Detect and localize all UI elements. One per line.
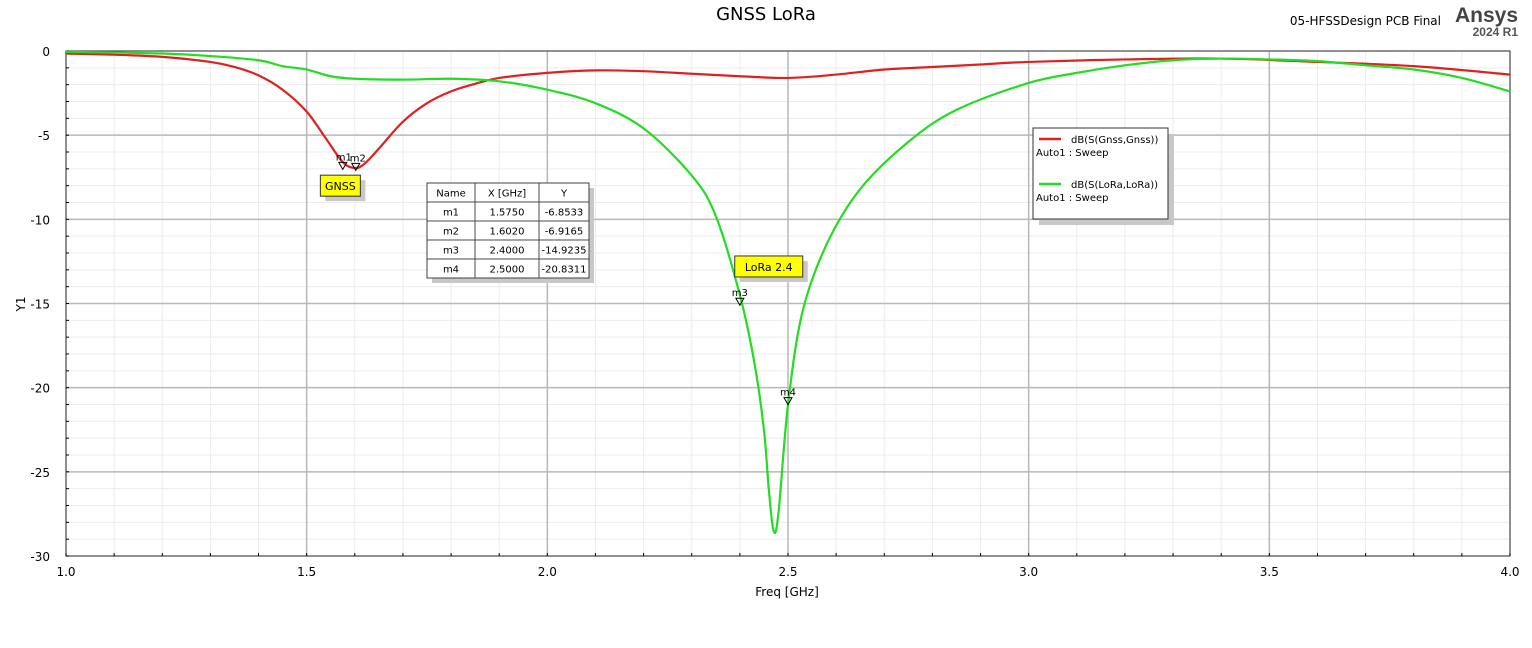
annotation-note-gnss[interactable]: GNSS [319, 174, 366, 202]
table-header-cell: Name [436, 189, 466, 200]
table-cell: -20.8311 [542, 265, 587, 276]
brand-logo: Ansys 2024 R1 [1455, 5, 1518, 38]
legend-entry-name: dB(S(Gnss,Gnss)) [1071, 135, 1158, 146]
marker-label-m2: m2 [350, 153, 366, 164]
y-axis-label: Y1 [14, 297, 28, 313]
marker-label-m1: m1 [336, 152, 352, 163]
marker-triangle-m3[interactable] [735, 297, 745, 307]
annotation-text: GNSS [325, 180, 356, 193]
table-header-cell: Y [560, 189, 568, 200]
table-cell: m2 [443, 227, 459, 238]
x-tick-label: 1.0 [56, 565, 75, 579]
table-cell: -6.9165 [545, 227, 584, 238]
table-cell: 2.5000 [490, 265, 525, 276]
table-cell: m3 [443, 246, 459, 257]
y-tick-label: -5 [38, 129, 50, 143]
y-tick-label: -15 [30, 298, 50, 312]
legend-entry-name: dB(S(LoRa,LoRa)) [1071, 180, 1158, 191]
y-tick-label: -25 [30, 466, 50, 480]
marker-label-m4: m4 [780, 388, 796, 399]
y-tick-label: 0 [42, 45, 50, 59]
marker-triangle-m2[interactable] [350, 162, 361, 172]
x-tick-label: 3.5 [1260, 565, 1279, 579]
x-tick-label: 2.0 [538, 565, 557, 579]
x-tick-label: 2.5 [778, 565, 797, 579]
legend[interactable]: dB(S(Gnss,Gnss)) Auto1 : Sweep dB(S(LoRa,L… [1032, 127, 1174, 225]
design-name: 05-HFSSDesign PCB Final [1289, 14, 1441, 28]
table-cell: m1 [443, 208, 459, 219]
annotation-box [734, 255, 804, 278]
table-cell: -14.9235 [542, 246, 587, 257]
table-frame [426, 182, 590, 279]
annotations: GNSS LoRa 2.4 [319, 174, 808, 282]
axes: 1.0 1.5 2.0 2.5 3.0 3.5 4.0 0 -5 -10 -15 -20 -25 -30 [30, 45, 1519, 579]
marker-table[interactable]: Name X [GHz] Ym1 1.5750 -6.8533 m2 1.6020 -6.91… [426, 182, 594, 283]
table-cell: m4 [443, 265, 459, 276]
table-cell: 1.6020 [490, 227, 525, 238]
table-cell-border [538, 258, 590, 279]
marker-triangle-m1[interactable] [337, 161, 348, 171]
legend-entry-sub: Auto1 : Sweep [1036, 193, 1109, 204]
x-tick-label: 1.5 [297, 565, 316, 579]
x-tick-label: 3.0 [1019, 565, 1038, 579]
annotation-text: LoRa 2.4 [745, 261, 793, 274]
marker-label-m3: m3 [732, 288, 748, 299]
legend-entry-sub: Auto1 : Sweep [1036, 148, 1109, 159]
grid [65, 50, 1511, 557]
table-cell: -6.8533 [545, 208, 584, 219]
brand-version: 2024 R1 [1472, 25, 1518, 39]
table-header-cell: X [GHz] [488, 189, 526, 200]
series-line-lora[interactable] [65, 50, 1511, 534]
y-tick-label: -20 [30, 382, 50, 396]
y-tick-label: -10 [30, 213, 50, 227]
legend-box [1032, 127, 1169, 220]
table-cell: 1.5750 [490, 208, 525, 219]
series-line-gnss[interactable] [65, 52, 1511, 170]
annotation-box [319, 174, 361, 197]
series [65, 50, 1511, 534]
annotation-note-lora[interactable]: LoRa 2.4 [734, 255, 808, 282]
y-tick-label: -30 [30, 550, 50, 564]
brand-name: Ansys [1454, 4, 1518, 27]
table-cell: 2.4000 [490, 246, 525, 257]
marker-triangle-m4[interactable] [783, 397, 793, 406]
x-axis-label: Freq [GHz] [755, 585, 819, 599]
x-tick-label: 4.0 [1500, 565, 1519, 579]
chart-title: GNSS LoRa [716, 4, 816, 25]
